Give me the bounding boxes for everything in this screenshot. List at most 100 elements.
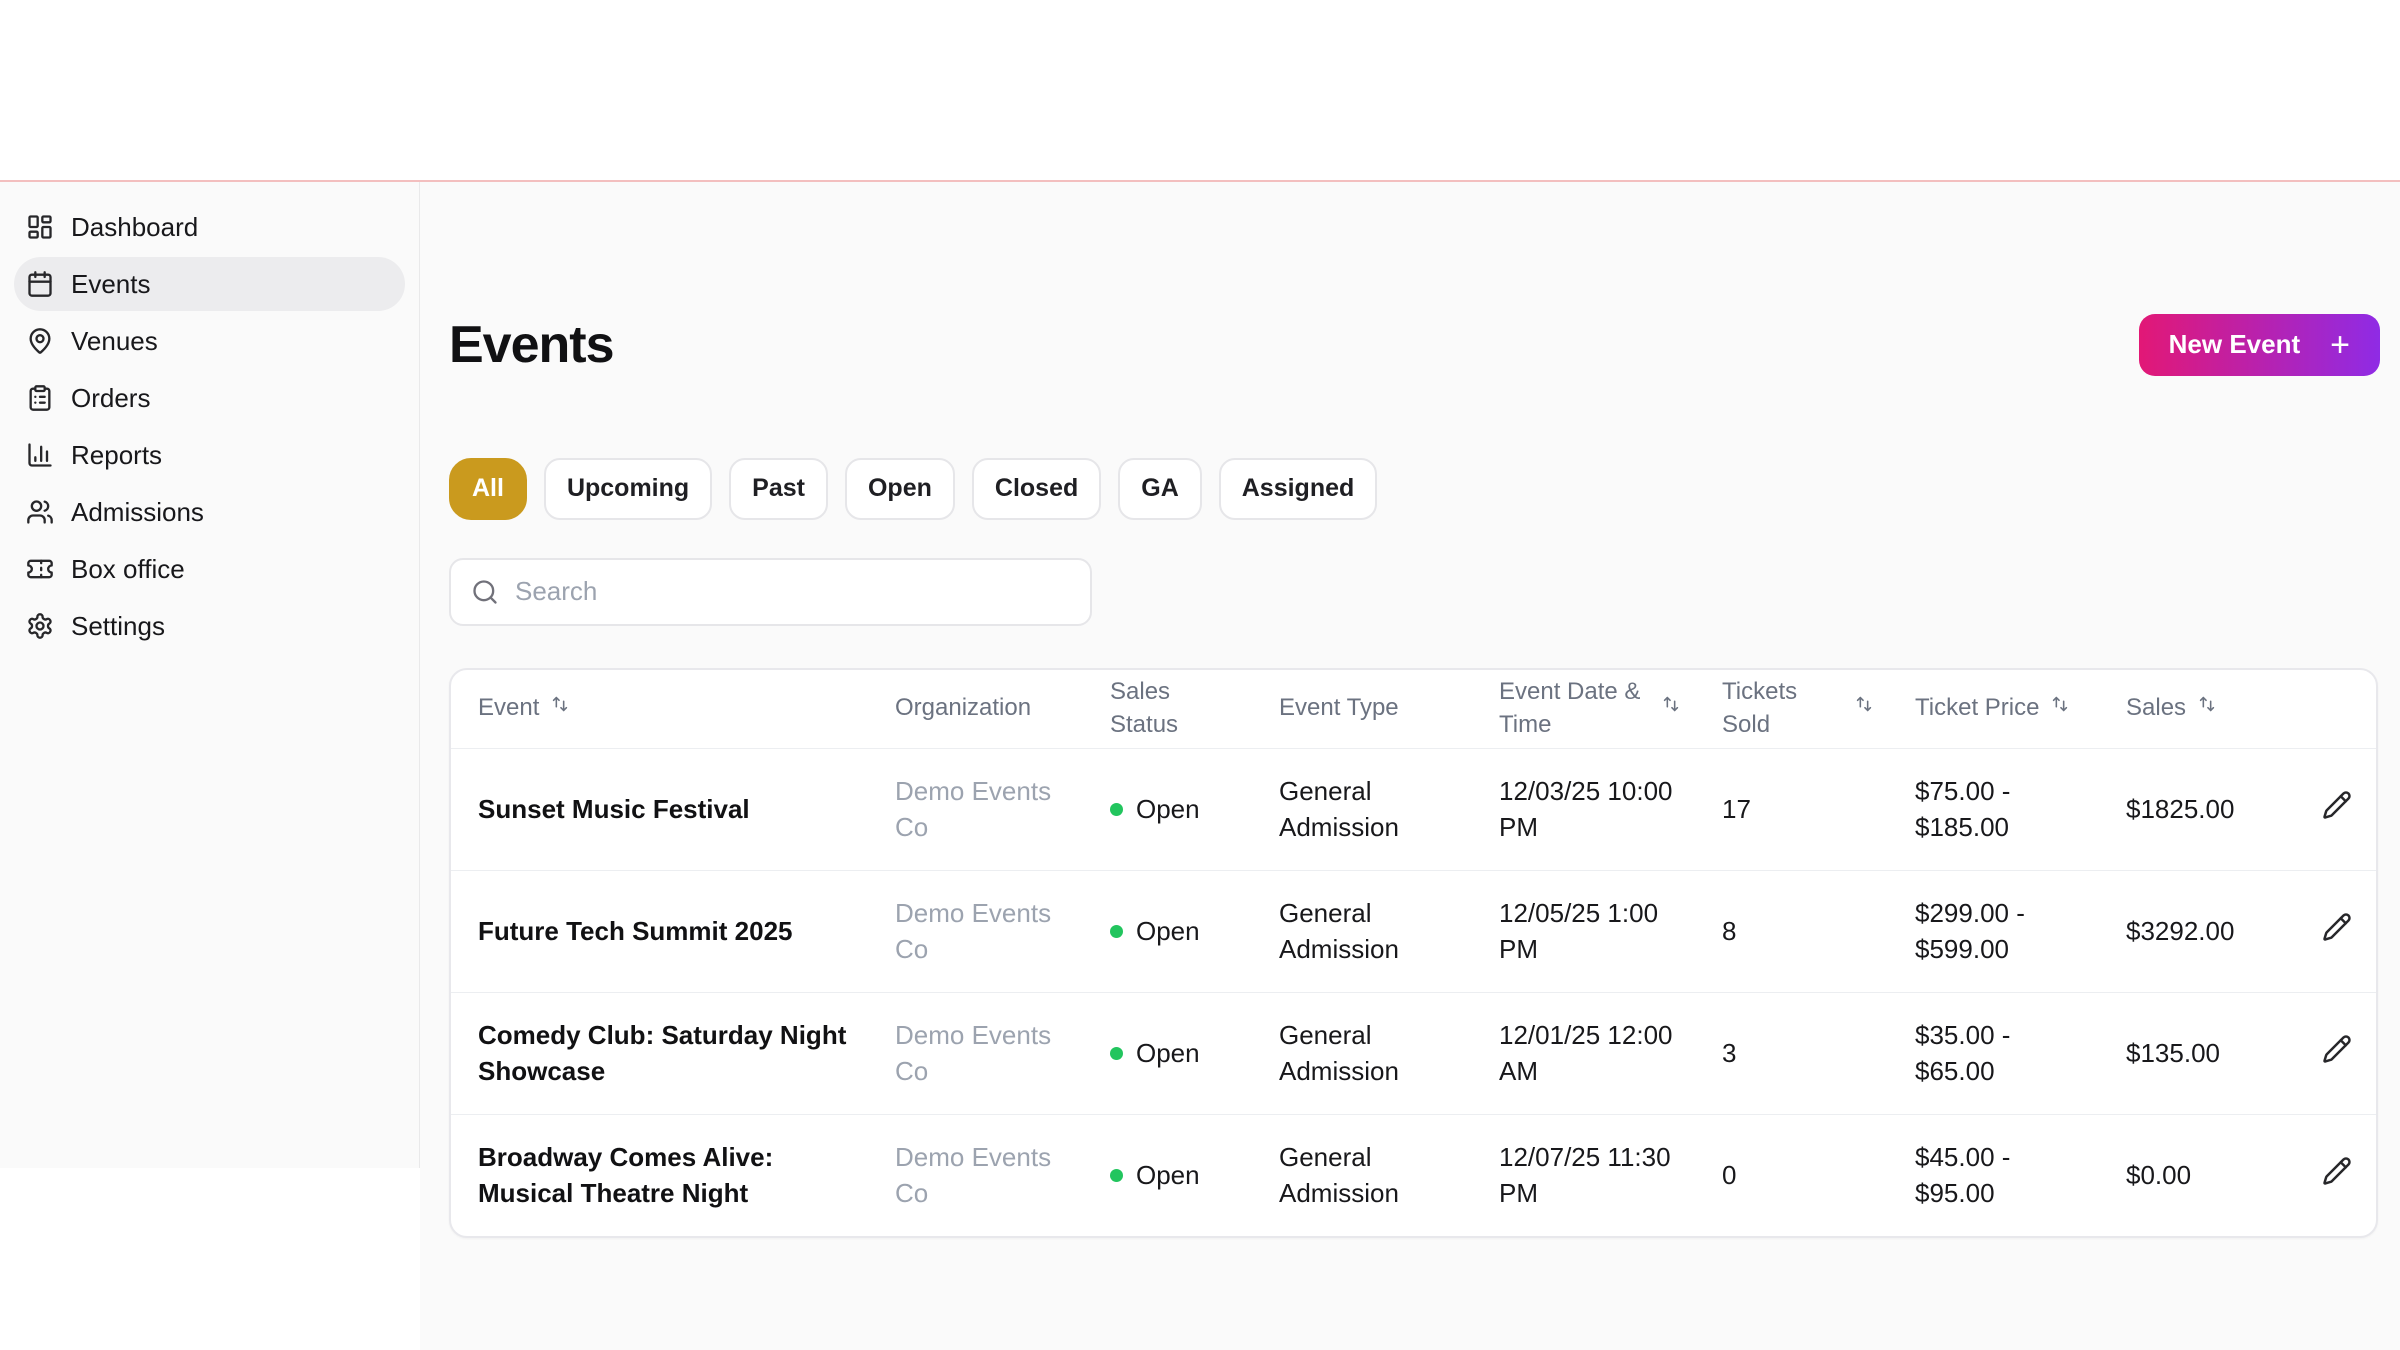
main-content: Events New Event + All Upcoming Past Open Cl… — [420, 182, 2400, 1350]
filter-pill-all[interactable]: All — [449, 457, 527, 520]
cell-sales: $135.00 — [2126, 1037, 2220, 1068]
filter-pill-assigned[interactable]: Assigned — [1218, 457, 1378, 520]
filter-pill-open[interactable]: Open — [844, 457, 955, 520]
new-event-button[interactable]: New Event + — [2138, 313, 2380, 376]
dashboard-icon — [26, 213, 54, 241]
plus-icon: + — [2330, 325, 2350, 364]
status-dot — [1110, 1046, 1123, 1060]
table-row[interactable]: Broadway Comes Alive: Musical Theatre Ni… — [451, 1113, 2376, 1236]
cell-sales: $0.00 — [2126, 1159, 2192, 1190]
sidebar: Dashboard Events Venues Orders Reports Admiss… — [0, 182, 420, 1168]
sidebar-item-settings[interactable]: Settings — [14, 599, 405, 653]
sidebar-item-events[interactable]: Events — [14, 257, 405, 311]
column-header-event-type: Event Type — [1279, 692, 1499, 724]
cell-organization: Demo Events Co — [895, 897, 1052, 965]
column-label: Sales Status — [1110, 678, 1179, 738]
sidebar-item-label: Events — [71, 268, 151, 299]
cell-organization: Demo Events Co — [895, 1019, 1052, 1087]
column-header-event[interactable]: Event — [478, 692, 895, 724]
cell-event-name: Sunset Music Festival — [478, 793, 750, 824]
table-row[interactable]: Sunset Music Festival Demo Events Co Open G… — [451, 747, 2376, 870]
edit-event-button[interactable] — [2320, 1155, 2354, 1189]
cell-tickets-sold: 0 — [1722, 1159, 1737, 1190]
column-label: Event — [478, 694, 540, 722]
cell-organization: Demo Events Co — [895, 775, 1052, 843]
sidebar-item-reports[interactable]: Reports — [14, 428, 405, 482]
column-header-ticket-price[interactable]: Ticket Price — [1915, 692, 2126, 724]
cell-event-type: General Admission — [1279, 1141, 1399, 1209]
sort-icon[interactable] — [2196, 692, 2218, 724]
sidebar-item-label: Box office — [71, 553, 185, 584]
filter-pill-ga[interactable]: GA — [1118, 457, 1202, 520]
cell-ticket-price: $299.00 - $599.00 — [1915, 897, 2025, 965]
cell-tickets-sold: 17 — [1722, 793, 1751, 824]
column-header-tickets-sold[interactable]: Tickets Sold — [1722, 676, 1915, 741]
cell-event-name: Broadway Comes Alive: Musical Theatre Ni… — [478, 1141, 774, 1209]
sidebar-item-label: Admissions — [71, 496, 204, 527]
cell-sales-status: Open — [1110, 1035, 1279, 1071]
cell-date-time: 12/05/25 1:00 PM — [1499, 897, 1659, 965]
cell-ticket-price: $75.00 - $185.00 — [1915, 775, 2011, 843]
page-header: Events New Event + — [449, 280, 2380, 410]
cell-actions — [2320, 789, 2376, 829]
sort-icon[interactable] — [1660, 692, 1682, 724]
cell-sales: $1825.00 — [2126, 793, 2235, 824]
app-layout: Dashboard Events Venues Orders Reports Admiss… — [0, 182, 2400, 1350]
sidebar-item-label: Orders — [71, 382, 151, 413]
filter-pill-past[interactable]: Past — [729, 457, 828, 520]
sort-icon[interactable] — [2049, 692, 2071, 724]
edit-event-button[interactable] — [2320, 789, 2354, 823]
column-label: Organization — [895, 694, 1032, 722]
users-icon — [26, 498, 54, 526]
table-row[interactable]: Future Tech Summit 2025 Demo Events Co Ope… — [451, 869, 2376, 992]
column-header-sales[interactable]: Sales — [2126, 692, 2320, 724]
sidebar-item-label: Venues — [71, 325, 158, 356]
cell-actions — [2320, 1033, 2376, 1073]
sidebar-item-box-office[interactable]: Box office — [14, 542, 405, 596]
column-label: Event Date & Time — [1499, 678, 1641, 738]
cell-sales: $3292.00 — [2126, 915, 2235, 946]
sidebar-item-admissions[interactable]: Admissions — [14, 485, 405, 539]
table-row[interactable]: Comedy Club: Saturday Night Showcase Demo… — [451, 991, 2376, 1114]
sidebar-item-orders[interactable]: Orders — [14, 371, 405, 425]
ticket-icon — [26, 555, 54, 583]
column-label: Sales — [2126, 694, 2187, 722]
cell-event-type: General Admission — [1279, 775, 1399, 843]
table-body: Sunset Music Festival Demo Events Co Open G… — [451, 747, 2376, 1236]
cell-event-name: Future Tech Summit 2025 — [478, 915, 793, 946]
status-dot — [1110, 924, 1123, 938]
filter-pill-closed[interactable]: Closed — [971, 457, 1102, 520]
cell-tickets-sold: 8 — [1722, 915, 1737, 946]
sort-icon[interactable] — [549, 692, 571, 724]
search-box — [449, 557, 1092, 626]
cell-ticket-price: $45.00 - $95.00 — [1915, 1141, 2011, 1209]
filter-pill-upcoming[interactable]: Upcoming — [543, 457, 713, 520]
status-label: Open — [1136, 1159, 1200, 1190]
sidebar-item-venues[interactable]: Venues — [14, 314, 405, 368]
column-label: Ticket Price — [1915, 694, 2040, 722]
column-label: Event Type — [1279, 694, 1399, 722]
cell-event-type: General Admission — [1279, 1019, 1399, 1087]
events-table-card: Event Organization Sales Status Event Type E… — [449, 667, 2378, 1238]
cell-sales-status: Open — [1110, 913, 1279, 949]
cell-event-type: General Admission — [1279, 897, 1399, 965]
status-label: Open — [1136, 1037, 1200, 1068]
cell-date-time: 12/03/25 10:00 PM — [1499, 775, 1673, 843]
column-label: Tickets Sold — [1722, 678, 1798, 738]
bar-chart-icon — [26, 441, 54, 469]
cell-tickets-sold: 3 — [1722, 1037, 1737, 1068]
search-input[interactable] — [513, 575, 1070, 609]
cell-sales-status: Open — [1110, 1157, 1279, 1193]
edit-event-button[interactable] — [2320, 1033, 2354, 1067]
edit-event-button[interactable] — [2320, 911, 2354, 945]
column-header-event-date-time[interactable]: Event Date & Time — [1499, 676, 1722, 741]
top-band — [0, 0, 2400, 182]
column-header-organization: Organization — [895, 692, 1110, 724]
new-event-button-label: New Event — [2168, 329, 2301, 360]
sidebar-item-dashboard[interactable]: Dashboard — [14, 200, 405, 254]
sidebar-item-label: Settings — [71, 610, 165, 641]
cell-date-time: 12/01/25 12:00 AM — [1499, 1019, 1673, 1087]
status-dot — [1110, 1168, 1123, 1182]
sort-icon[interactable] — [1853, 692, 1875, 724]
calendar-icon — [26, 270, 54, 298]
